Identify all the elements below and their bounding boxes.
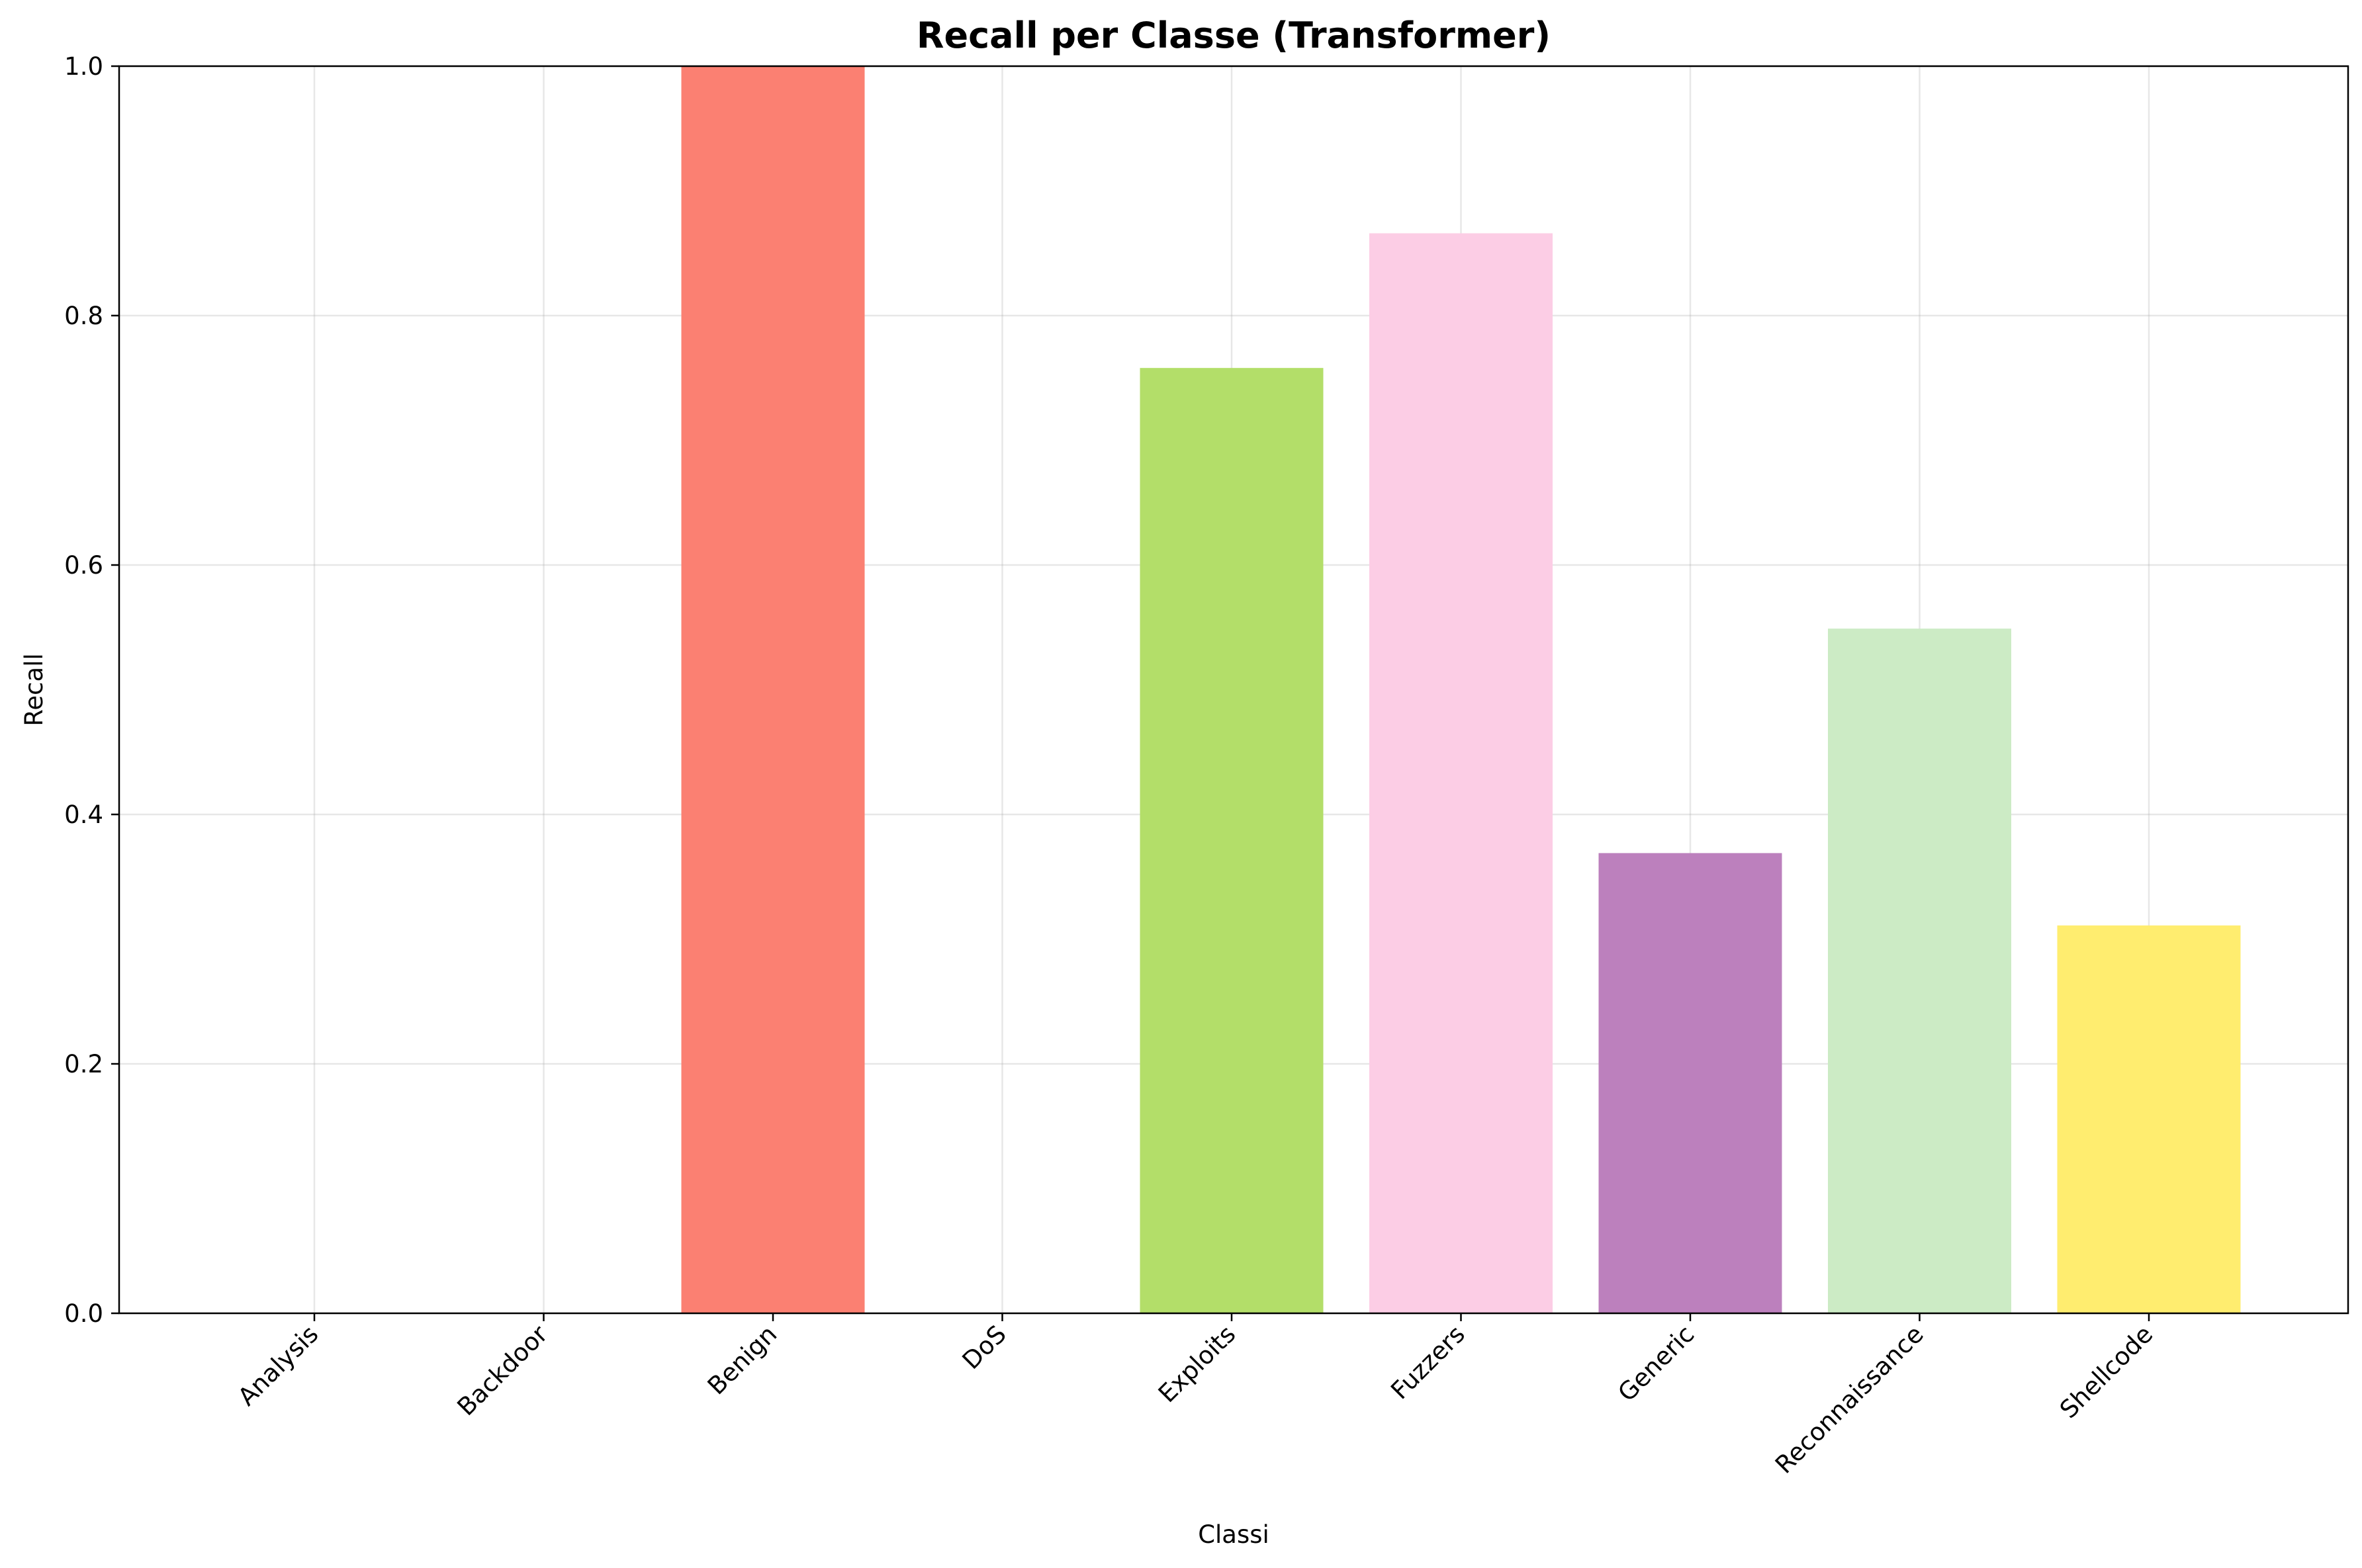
y-axis-label: Recall <box>20 653 48 726</box>
x-tick-label-analysis: Analysis <box>232 1320 324 1411</box>
bar-benign <box>681 66 865 1313</box>
bar-reconnaissance <box>1828 629 2011 1313</box>
bar-generic <box>1598 853 1782 1313</box>
y-axis-ticks: 0.0 0.2 0.4 0.6 0.8 1.0 <box>64 52 119 1328</box>
bar-shellcode <box>2057 925 2241 1313</box>
x-tick-label-shellcode: Shellcode <box>2054 1320 2158 1424</box>
x-tick-label-reconnaissance: Reconnaissance <box>1770 1320 1929 1479</box>
x-tick-label-fuzzers: Fuzzers <box>1385 1320 1471 1405</box>
bar-exploits <box>1140 368 1324 1314</box>
bar-fuzzers <box>1369 233 1553 1314</box>
x-tick-label-dos: DoS <box>957 1320 1012 1375</box>
bars <box>681 66 2241 1314</box>
x-axis-label: Classi <box>1198 1520 1269 1549</box>
axes-frame <box>118 65 2349 1315</box>
x-tick-label-exploits: Exploits <box>1153 1320 1241 1408</box>
y-tick-label: 0.6 <box>64 551 103 580</box>
x-tick-label-benign: Benign <box>702 1320 783 1401</box>
y-tick-label: 0.2 <box>64 1050 103 1078</box>
y-tick-label: 0.0 <box>64 1299 103 1328</box>
x-tick-label-backdoor: Backdoor <box>452 1319 554 1421</box>
x-axis-ticks: Analysis Backdoor Benign DoS Exploits Fuzzers… <box>232 1313 2158 1479</box>
y-tick-label: 1.0 <box>64 52 103 81</box>
chart-title: Recall per Classe (Transformer) <box>917 15 1551 56</box>
y-tick-label: 0.8 <box>64 302 103 330</box>
x-tick-label-generic: Generic <box>1612 1320 1700 1407</box>
y-tick-label: 0.4 <box>64 801 103 829</box>
